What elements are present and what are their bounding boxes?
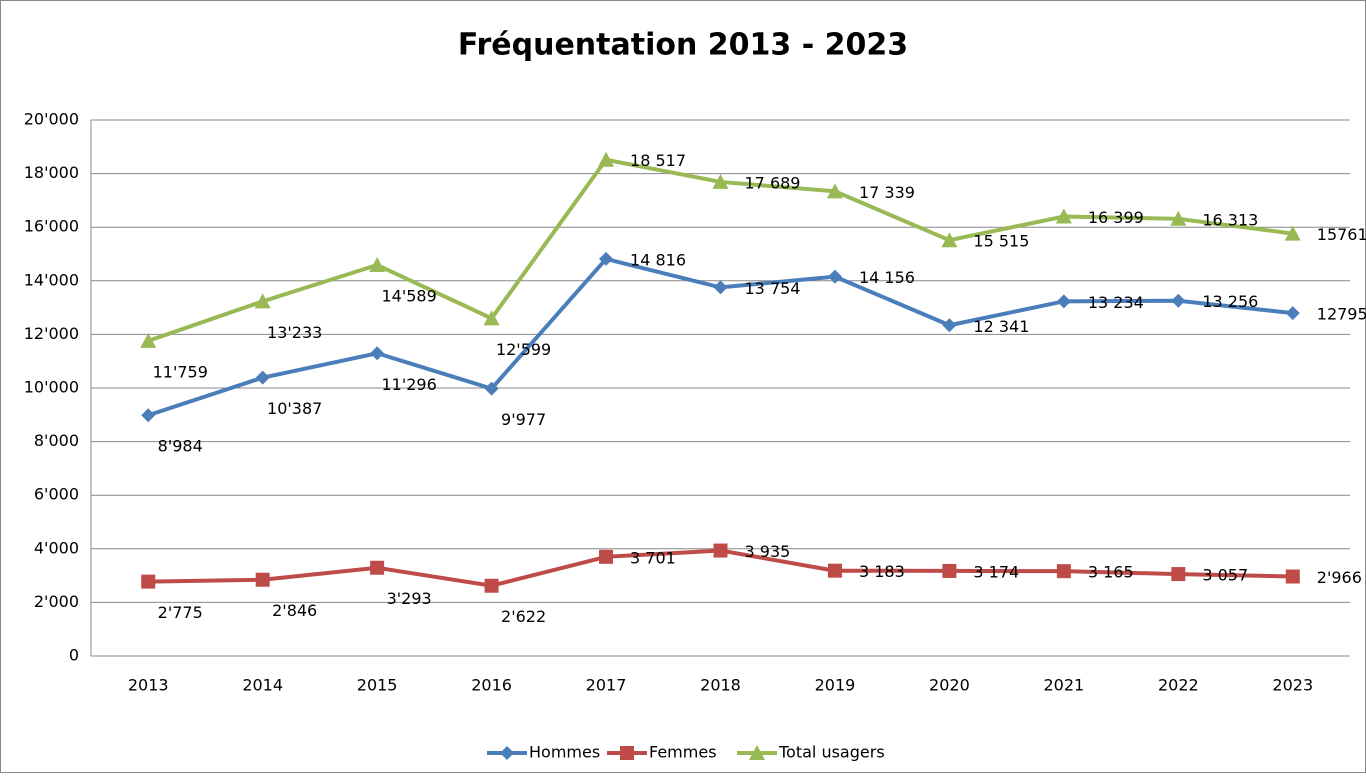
- data-label: 3 165: [1088, 563, 1134, 582]
- x-tick-label: 2020: [929, 676, 970, 695]
- marker: [713, 280, 728, 295]
- legend-marker: [500, 746, 514, 760]
- data-label: 14 156: [859, 268, 915, 287]
- data-label: 8'984: [158, 437, 203, 456]
- y-tick-label: 4'000: [34, 538, 79, 557]
- marker: [1170, 210, 1187, 226]
- data-label: 12 341: [973, 317, 1029, 336]
- data-label: 2'966: [1317, 568, 1362, 587]
- y-tick-label: 16'000: [24, 217, 79, 236]
- marker: [370, 346, 385, 361]
- data-label: 17 689: [745, 173, 801, 192]
- y-tick-label: 2'000: [34, 592, 79, 611]
- x-tick-label: 2017: [586, 676, 627, 695]
- data-label: 13 754: [745, 279, 801, 298]
- marker: [254, 293, 271, 309]
- x-tick-label: 2015: [357, 676, 398, 695]
- marker: [1285, 306, 1300, 321]
- x-tick-label: 2014: [242, 676, 283, 695]
- data-label: 14'589: [381, 287, 436, 306]
- data-label: 12795: [1317, 305, 1366, 324]
- x-tick-label: 2013: [128, 676, 169, 695]
- x-tick-label: 2022: [1158, 676, 1199, 695]
- y-tick-label: 6'000: [34, 485, 79, 504]
- marker: [140, 332, 157, 348]
- marker: [255, 572, 270, 587]
- marker: [599, 251, 614, 266]
- marker: [483, 310, 500, 326]
- data-label: 3 183: [859, 562, 905, 581]
- y-tick-label: 0: [69, 646, 79, 665]
- marker: [827, 269, 842, 284]
- data-label: 3 935: [745, 542, 791, 561]
- legend-label: Femmes: [649, 743, 717, 762]
- marker: [1056, 564, 1071, 579]
- marker: [1171, 567, 1186, 582]
- x-tick-label: 2019: [815, 676, 856, 695]
- legend-label: Total usagers: [778, 743, 885, 762]
- marker: [826, 183, 843, 199]
- legend-label: Hommes: [529, 743, 600, 762]
- data-label: 10'387: [267, 399, 322, 418]
- marker: [942, 318, 957, 333]
- marker: [141, 408, 156, 423]
- marker: [255, 370, 270, 385]
- y-tick-label: 20'000: [24, 110, 79, 129]
- marker: [1285, 569, 1300, 584]
- x-tick-label: 2023: [1272, 676, 1313, 695]
- chart-title: Fréquentation 2013 - 2023: [458, 28, 908, 63]
- data-label: 12'599: [496, 340, 551, 359]
- marker: [369, 257, 386, 273]
- data-label: 16 399: [1088, 208, 1144, 227]
- x-tick-label: 2018: [700, 676, 741, 695]
- data-label: 15761: [1317, 225, 1366, 244]
- data-label: 13 234: [1088, 293, 1144, 312]
- data-label: 15 515: [973, 232, 1029, 251]
- marker: [141, 574, 156, 589]
- data-label: 13 256: [1202, 292, 1258, 311]
- marker: [713, 543, 728, 558]
- data-label: 3 057: [1202, 566, 1248, 585]
- data-label: 3 701: [630, 548, 676, 567]
- data-label: 2'622: [501, 607, 546, 626]
- data-label: 17 339: [859, 183, 915, 202]
- y-tick-label: 14'000: [24, 270, 79, 289]
- data-label: 9'977: [501, 410, 546, 429]
- data-label: 3'293: [387, 589, 432, 608]
- marker: [1284, 225, 1301, 241]
- legend-marker: [749, 745, 765, 760]
- data-label: 11'759: [153, 362, 208, 381]
- data-label: 3 174: [973, 562, 1019, 581]
- y-tick-label: 18'000: [24, 163, 79, 182]
- data-label: 13'233: [267, 323, 322, 342]
- marker: [484, 381, 499, 396]
- marker: [599, 549, 614, 564]
- marker: [1171, 293, 1186, 308]
- data-label: 18 517: [630, 151, 686, 170]
- data-label: 14 816: [630, 250, 686, 269]
- data-label: 2'846: [272, 601, 317, 620]
- y-tick-label: 8'000: [34, 431, 79, 450]
- marker: [712, 173, 729, 189]
- marker: [1055, 208, 1072, 224]
- marker: [370, 560, 385, 575]
- marker: [942, 563, 957, 578]
- data-label: 16 313: [1202, 210, 1258, 229]
- x-tick-label: 2016: [471, 676, 512, 695]
- y-tick-label: 10'000: [24, 378, 79, 397]
- marker: [484, 578, 499, 593]
- marker: [598, 151, 615, 167]
- x-tick-label: 2021: [1044, 676, 1085, 695]
- data-label: 11'296: [381, 375, 436, 394]
- marker: [827, 563, 842, 578]
- data-label: 2'775: [158, 603, 203, 622]
- marker: [1056, 294, 1071, 309]
- y-tick-label: 12'000: [24, 324, 79, 343]
- marker: [941, 232, 958, 248]
- legend-marker: [620, 746, 634, 760]
